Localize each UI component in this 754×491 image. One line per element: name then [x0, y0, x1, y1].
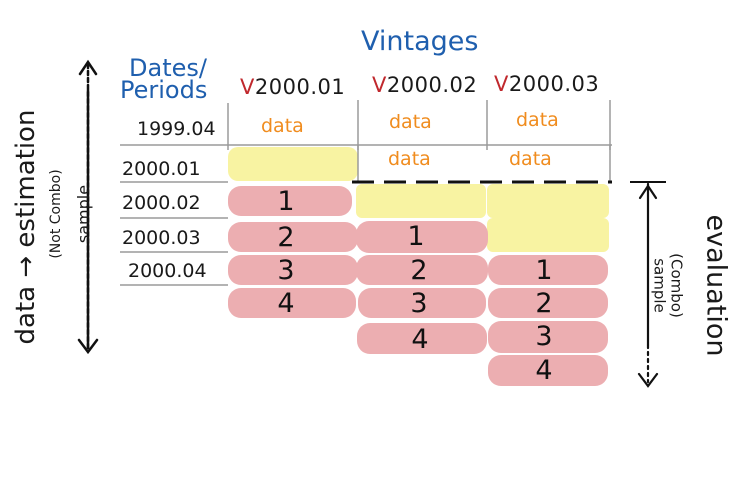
period-label-2000-03: 2000.03: [122, 227, 201, 249]
data-cell-v1-2000-01: [228, 147, 358, 181]
data-label-v3-1999-04: data: [516, 109, 559, 131]
step-v3-3: 3: [535, 321, 553, 352]
step-v1-2: 2: [277, 222, 295, 253]
forecast-cell-v2-3: [358, 288, 486, 318]
forecast-cell-v3-4: [488, 355, 608, 386]
data-label-v1-1999-04: data: [261, 115, 304, 137]
left-vertical-arrow: [77, 59, 99, 355]
vintage-header-1: V2000.01: [240, 75, 346, 99]
period-label-2000-02: 2000.02: [122, 192, 201, 214]
step-v2-2: 2: [410, 255, 428, 286]
step-v2-1: 1: [407, 221, 425, 252]
table-grid: [120, 100, 612, 286]
data-label-v3-2000-01: data: [509, 148, 552, 170]
right-axis-sub1: (Combo): [667, 253, 686, 318]
forecast-cell-v3-3: [488, 321, 608, 353]
left-axis-sub2: sample: [74, 184, 93, 244]
right-vertical-arrow: [637, 182, 659, 388]
forecast-cell-v2-4: [357, 323, 487, 354]
step-v3-2: 2: [535, 288, 553, 319]
step-v1-1: 1: [277, 186, 295, 217]
forecast-cell-v1-2: [228, 222, 358, 252]
right-axis-main: evaluation: [700, 214, 732, 357]
period-label-2000-01: 2000.01: [122, 158, 201, 180]
step-v2-4: 4: [411, 324, 429, 355]
forecast-cell-v2-1: [356, 221, 488, 253]
data-cell-v3-2000-02: [487, 184, 609, 218]
vintage-header-2: V2000.02: [372, 73, 478, 97]
forecast-cell-v3-1: [488, 255, 608, 285]
period-label-1999-04: 1999.04: [137, 118, 216, 140]
step-v3-4: 4: [535, 355, 553, 386]
forecast-cell-v1-3: [228, 255, 358, 285]
data-cell-v3-2000-03: [487, 218, 609, 252]
dates-header-line1: Dates/: [129, 54, 207, 82]
data-cell-v2-2000-02: [356, 184, 486, 218]
right-axis-sub2: sample: [650, 258, 669, 313]
data-label-v2-1999-04: data: [389, 111, 432, 133]
data-cells-group: [228, 147, 609, 252]
step-v1-3: 3: [277, 255, 295, 286]
period-label-2000-04: 2000.04: [128, 260, 207, 282]
vintages-title: Vintages: [361, 26, 479, 57]
forecast-cell-v3-2: [488, 288, 608, 318]
step-v2-3: 3: [410, 288, 428, 319]
left-axis-sub1: (Not Combo): [48, 169, 64, 259]
vintage-header-3: V2000.03: [494, 72, 600, 96]
dates-header-line2: Periods: [120, 76, 208, 104]
step-v1-4: 4: [277, 288, 295, 319]
step-v3-1: 1: [535, 255, 553, 286]
forecast-cell-v2-2: [356, 255, 488, 285]
left-axis-main: data → estimation: [11, 109, 41, 345]
forecast-cell-v1-4: [228, 288, 356, 318]
data-label-v2-2000-01: data: [388, 148, 431, 170]
forecast-cell-v1-1: [228, 186, 352, 216]
forecast-cells-group: [228, 186, 608, 386]
